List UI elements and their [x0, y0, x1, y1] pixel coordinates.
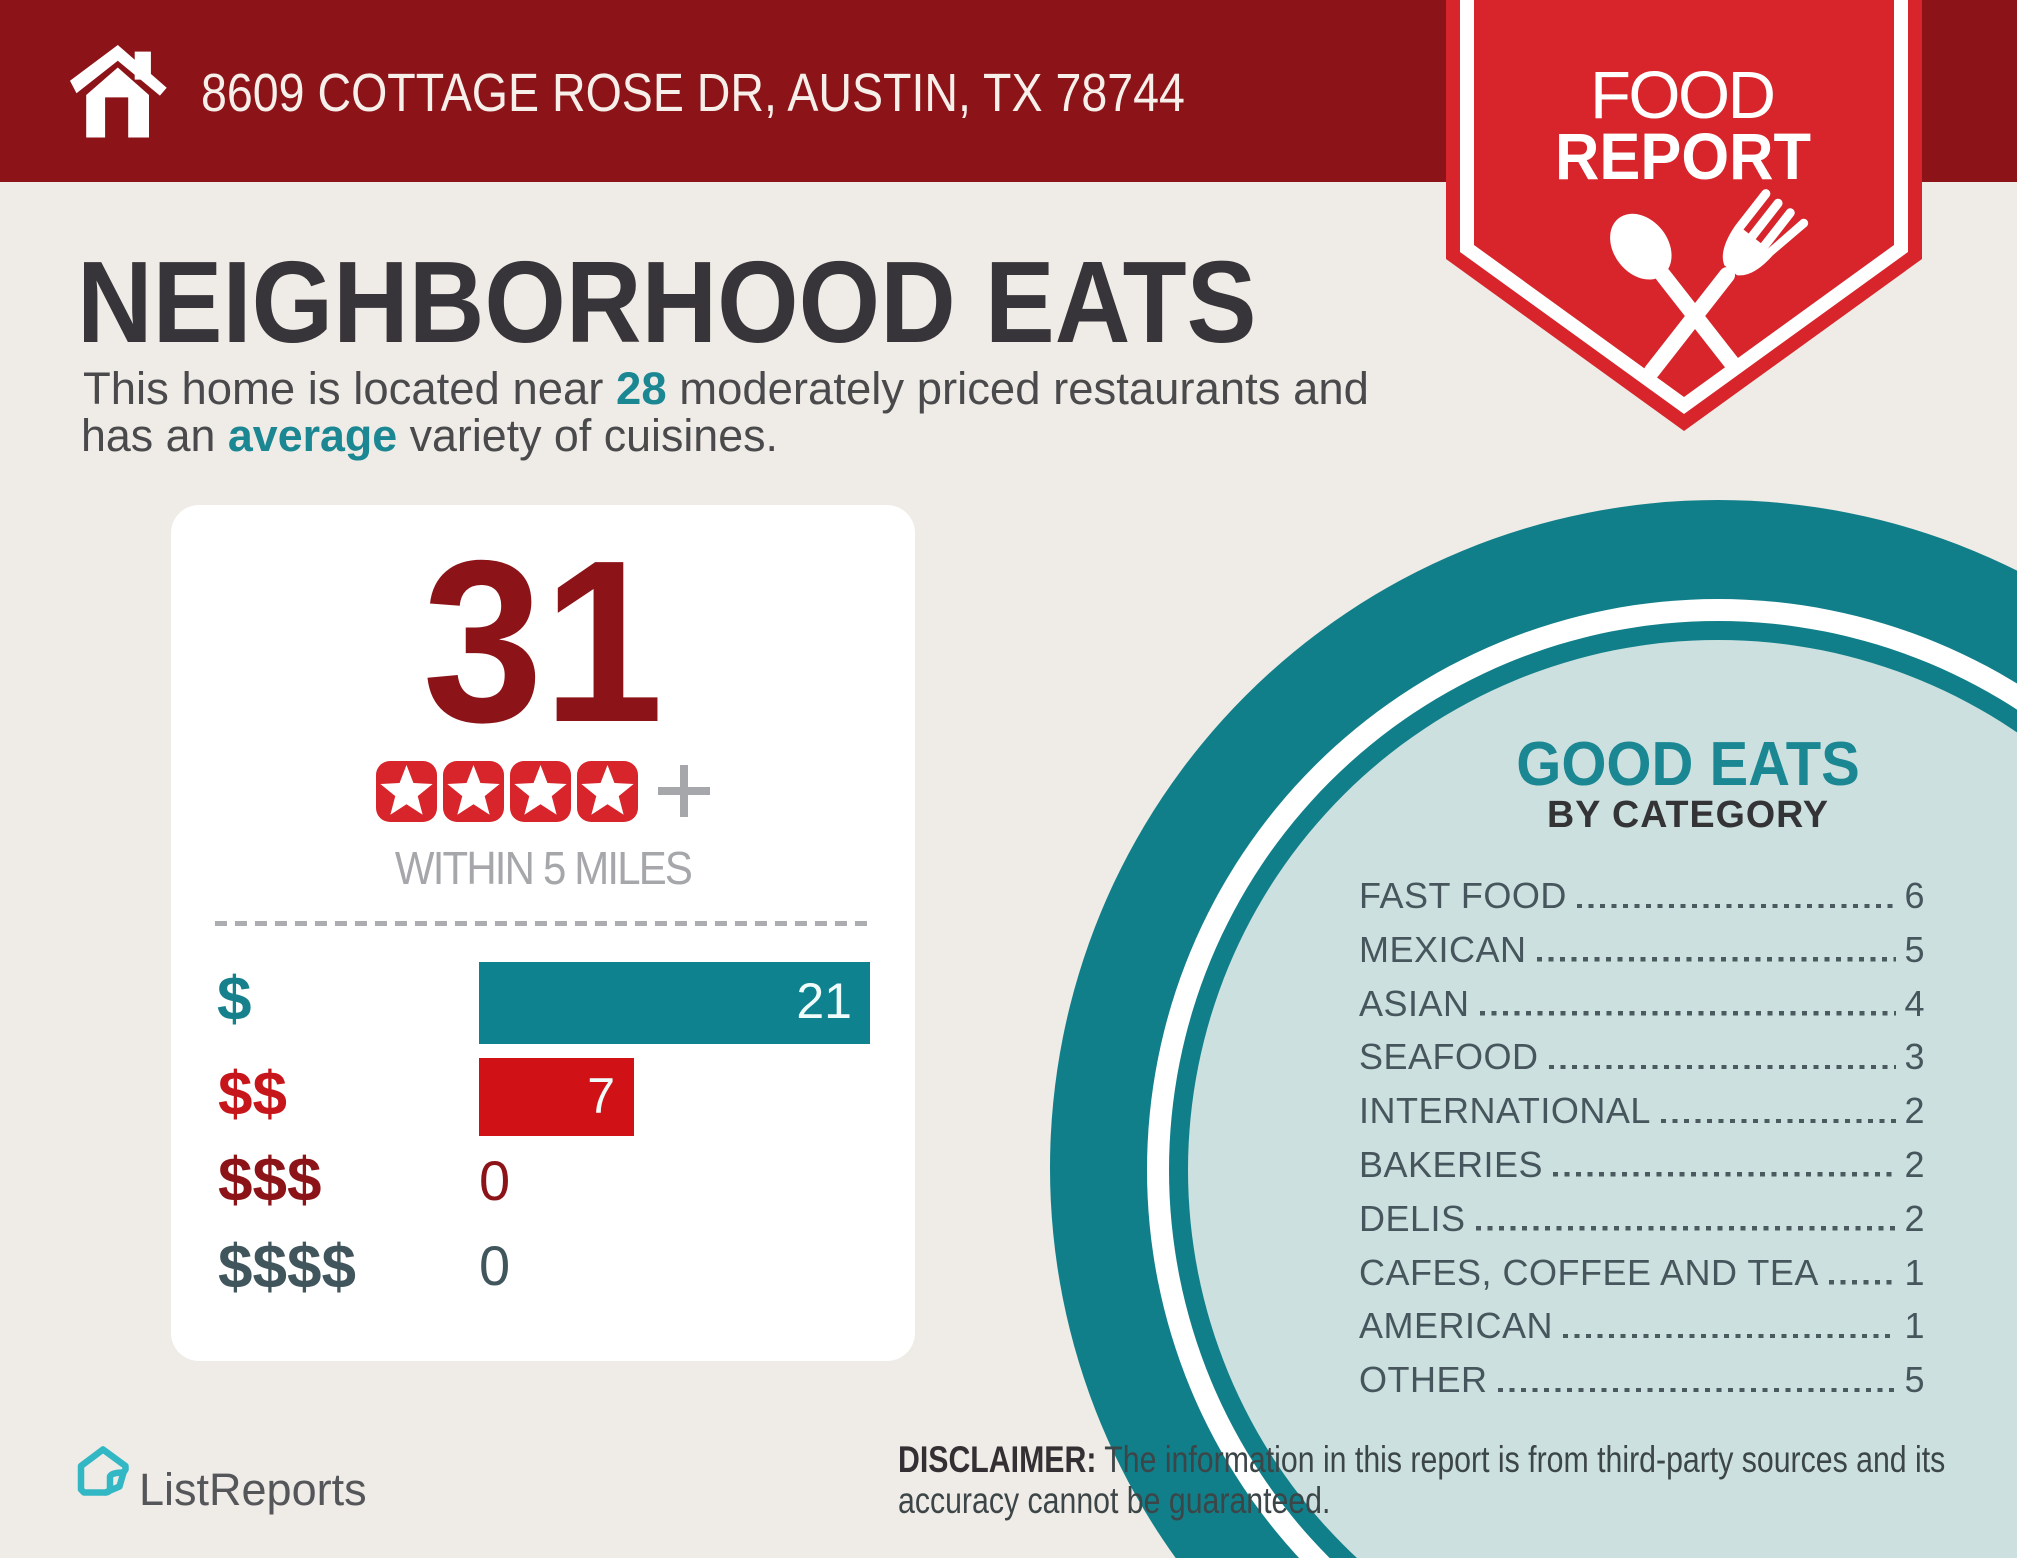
svg-text:REPORT: REPORT [1555, 119, 1811, 193]
svg-text:FOOD: FOOD [1590, 58, 1776, 133]
